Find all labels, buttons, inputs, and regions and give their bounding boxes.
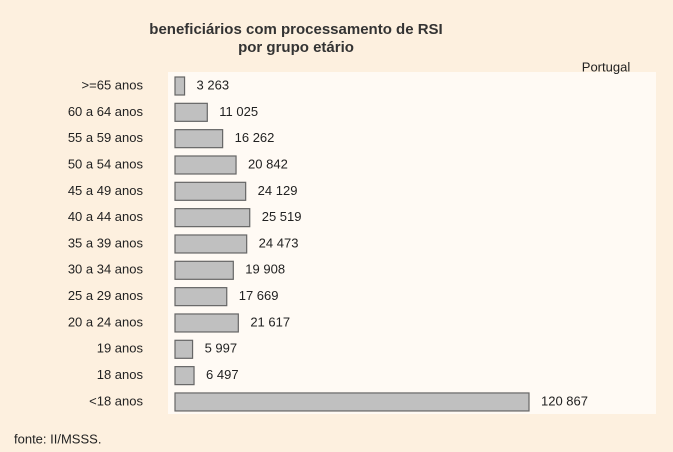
source: fonte: II/MSSS. [14,431,101,446]
data-label: 16 262 [235,130,275,145]
data-label: 5 997 [205,341,238,356]
y-tick-label: 55 a 59 anos [68,130,144,145]
bar [174,155,237,175]
data-label: 120 867 [541,393,588,408]
y-tick-label: 19 anos [97,341,144,356]
chart-title: por grupo etário [238,39,354,56]
y-tick-label: <18 anos [89,393,143,408]
data-label: 11 025 [219,104,258,119]
data-label: 19 908 [245,262,285,277]
y-tick-label: 25 a 29 anos [68,288,144,303]
data-label: 6 497 [206,367,239,382]
bar [174,76,186,96]
y-tick-label: 18 anos [97,367,144,382]
y-tick-label: 40 a 44 anos [68,209,144,224]
data-label: 21 617 [250,314,290,329]
data-label: 25 519 [262,209,302,224]
data-label: 17 669 [239,288,279,303]
bar [174,234,248,254]
chart-title: beneficiários com processamento de RSI [149,21,442,38]
y-tick-label: 60 a 64 anos [68,104,144,119]
bar [174,260,234,280]
data-label: 24 473 [259,235,299,250]
bar [174,313,239,333]
plot-area [168,72,656,414]
y-tick-label: 30 a 34 anos [68,262,144,277]
bar [174,339,194,359]
y-tick-label: >=65 anos [82,77,144,92]
data-label: 20 842 [248,156,288,171]
subtitle: Portugal [582,59,631,74]
bar [174,129,224,149]
bar [174,102,208,122]
y-tick-label: 20 a 24 anos [68,314,144,329]
y-tick-label: 35 a 39 anos [68,235,144,250]
data-label: 3 263 [197,77,230,92]
bar [174,287,228,307]
y-tick-label: 45 a 49 anos [68,183,144,198]
bar [174,392,530,412]
bar [174,208,251,228]
data-label: 24 129 [258,183,298,198]
bar [174,366,195,386]
bar [174,181,247,201]
y-tick-label: 50 a 54 anos [68,156,144,171]
